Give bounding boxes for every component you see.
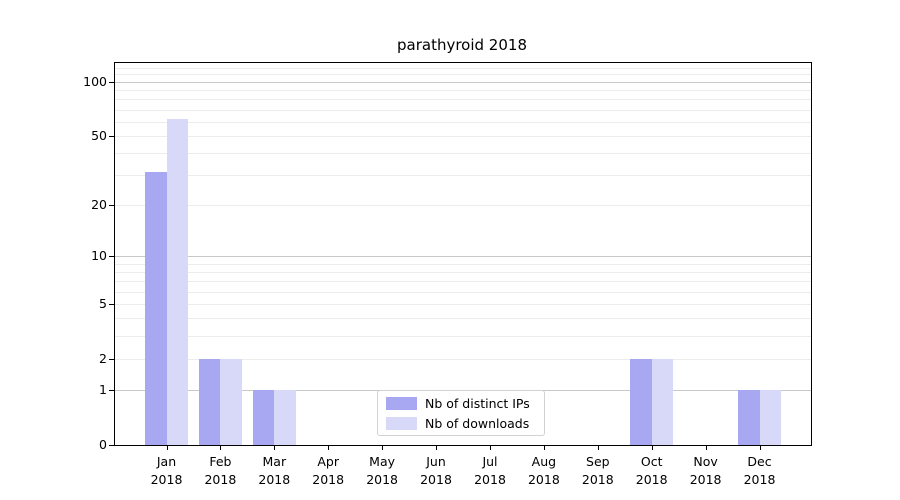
- x-tick-sep: [597, 445, 599, 450]
- y-tick-10: [109, 256, 114, 258]
- x-tick-jan: [166, 445, 168, 450]
- gridline-minor: [115, 74, 811, 76]
- x-tick-label-aug: Aug 2018: [527, 454, 560, 487]
- x-tick-label-oct: Oct 2018: [635, 454, 668, 487]
- legend-label-distinct-ips: Nb of distinct IPs: [425, 395, 530, 411]
- y-tick-5: [109, 304, 114, 305]
- y-tick-label-10: 10: [91, 248, 107, 264]
- y-tick-label-5: 5: [99, 296, 107, 311]
- bar-mar-downloads: [274, 390, 296, 445]
- bar-mar-distinct-ips: [252, 390, 275, 445]
- gridline-minor: [115, 291, 811, 293]
- gridline-major: [115, 81, 811, 83]
- gridline-minor: [115, 318, 811, 320]
- x-tick-label-jul: Jul 2018: [474, 454, 506, 487]
- legend-label-downloads: Nb of downloads: [425, 415, 530, 431]
- y-tick-100: [109, 81, 114, 83]
- x-tick-jun: [436, 445, 437, 450]
- x-tick-label-apr: Apr 2018: [312, 454, 345, 487]
- y-tick-2: [109, 358, 114, 360]
- y-tick-label-100: 100: [83, 73, 107, 89]
- bar-oct-distinct-ips: [630, 358, 652, 445]
- y-tick-label-2: 2: [99, 350, 107, 366]
- x-tick-aug: [543, 445, 545, 450]
- chart-title: parathyroid 2018: [397, 36, 527, 54]
- y-tick-0: [109, 445, 114, 446]
- x-tick-label-may: May 2018: [366, 454, 398, 487]
- legend-swatch-distinct-ips: [386, 396, 417, 410]
- legend-swatch-downloads: [386, 416, 417, 430]
- x-tick-label-feb: Feb 2018: [204, 454, 237, 487]
- bar-jan-downloads: [166, 118, 188, 445]
- gridline-minor: [115, 358, 811, 360]
- gridline-minor: [115, 205, 811, 207]
- x-tick-label-sep: Sep 2018: [581, 454, 614, 487]
- gridline-minor: [115, 90, 811, 91]
- bar-dec-distinct-ips: [738, 390, 760, 445]
- x-tick-label-jun: Jun 2018: [420, 454, 452, 487]
- x-tick-dec: [759, 445, 761, 450]
- x-tick-label-dec: Dec 2018: [743, 454, 776, 487]
- bar-dec-downloads: [759, 390, 781, 445]
- legend-entry-distinct-ips: Nb of distinct IPs: [386, 396, 536, 411]
- x-tick-may: [382, 445, 384, 450]
- y-tick-1: [109, 390, 114, 392]
- y-tick-label-1: 1: [99, 382, 107, 398]
- plot-area: Jan 2018 Feb 2018 Mar 2018 Apr 2018 May 2018 Jun 20…: [83, 62, 812, 487]
- gridline-major: [115, 256, 811, 258]
- bar-jan-distinct-ips: [145, 172, 167, 445]
- legend: Nb of distinct IPs Nb of downloads: [377, 390, 545, 436]
- y-tick-label-0: 0: [99, 437, 107, 452]
- x-tick-apr: [328, 445, 330, 450]
- bar-oct-downloads: [651, 358, 674, 445]
- gridline-minor: [115, 174, 811, 176]
- gridline-minor: [115, 109, 811, 111]
- bar-feb-distinct-ips: [198, 358, 221, 445]
- gridline-minor: [115, 272, 811, 274]
- gridline-minor: [115, 335, 811, 337]
- x-tick-label-jan: Jan 2018: [150, 454, 183, 487]
- gridline-minor: [115, 135, 811, 137]
- x-tick-label-mar: Mar 2018: [258, 454, 291, 487]
- y-tick-label-20: 20: [91, 197, 107, 213]
- gridline-minor: [115, 152, 811, 154]
- gridline-minor: [115, 67, 811, 69]
- x-tick-jul: [490, 445, 491, 450]
- x-tick-feb: [220, 445, 222, 450]
- gridline-minor: [115, 263, 811, 265]
- y-tick-50: [109, 135, 114, 137]
- legend-entry-downloads: Nb of downloads: [386, 416, 536, 431]
- x-tick-label-nov: Nov 2018: [689, 454, 722, 487]
- gridline-minor: [115, 121, 811, 123]
- x-tick-nov: [705, 445, 707, 450]
- bar-feb-downloads: [220, 358, 242, 445]
- y-tick-20: [109, 205, 114, 207]
- x-tick-mar: [274, 445, 276, 450]
- gridline-minor: [115, 304, 811, 305]
- x-tick-oct: [651, 445, 653, 450]
- gridline-minor: [115, 281, 811, 283]
- y-tick-label-50: 50: [91, 127, 107, 143]
- gridline-minor: [115, 99, 811, 101]
